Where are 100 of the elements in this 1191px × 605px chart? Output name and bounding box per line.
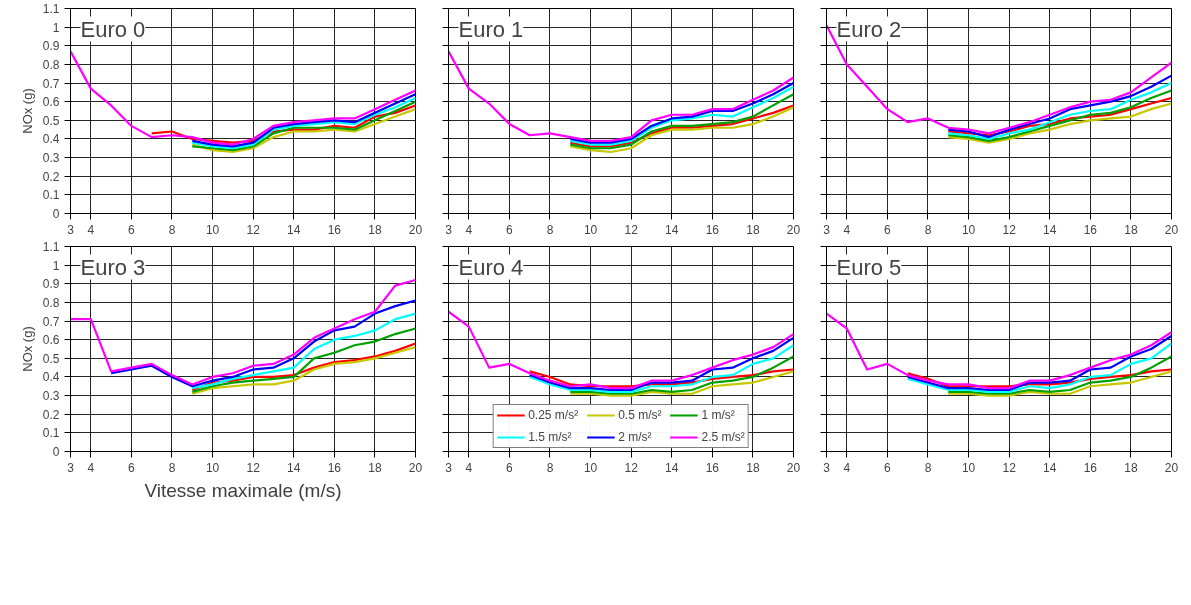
line-series (109, 299, 416, 388)
x-tick-label: 8 (546, 460, 554, 475)
legend-label: 2 m/s² (618, 430, 652, 444)
y-tick-label: 0.5 (42, 351, 60, 366)
y-tick-label: 0 (52, 207, 60, 221)
x-tick-label: 20 (786, 222, 801, 237)
x-tick-label: 18 (746, 460, 760, 475)
x-tick-label: 16 (1083, 460, 1098, 475)
x-tick-label: 12 (624, 460, 639, 475)
x-tick-label: 14 (1043, 222, 1057, 237)
y-tick-label: 0.6 (42, 333, 60, 348)
y-tick-label: 0.8 (42, 295, 60, 310)
x-tick-label: 14 (287, 460, 301, 475)
y-tick-label: 0.1 (42, 188, 60, 203)
y-tick-label: 0.9 (42, 39, 60, 54)
x-tick-label: 8 (546, 222, 554, 237)
x-tick-label: 3 (67, 460, 75, 475)
y-tick-label: 0.1 (42, 426, 60, 441)
x-tick-label: 6 (506, 222, 514, 237)
x-tick-label: 14 (665, 222, 679, 237)
legend-label: 1 m/s² (701, 408, 735, 422)
legend-label: 0.5 m/s² (618, 408, 662, 422)
chart-title: Euro 3 (80, 254, 146, 280)
chart-title: Euro 4 (458, 254, 524, 280)
x-tick-label: 10 (583, 460, 598, 475)
x-tick-label: 6 (506, 460, 514, 475)
x-tick-label: 3 (445, 222, 453, 237)
line-series (191, 312, 416, 390)
x-tick-label: 18 (1124, 222, 1138, 237)
chart-title: Euro 0 (80, 16, 146, 42)
legend-label: 1.5 m/s² (528, 430, 572, 444)
x-tick-label: 6 (128, 222, 136, 237)
x-tick-label: 12 (246, 222, 261, 237)
x-tick-label: 16 (1083, 222, 1098, 237)
chart-title: Euro 2 (836, 16, 902, 42)
y-tick-label: 0.7 (42, 314, 60, 329)
y-tick-label: 1 (52, 20, 60, 35)
y-tick-label: 0.2 (42, 169, 60, 184)
x-tick-label: 10 (961, 460, 976, 475)
legend-label: 2.5 m/s² (701, 430, 745, 444)
x-tick-label: 8 (924, 222, 932, 237)
x-tick-label: 12 (1002, 460, 1017, 475)
x-tick-label: 4 (87, 460, 95, 475)
x-tick-label: 14 (665, 460, 679, 475)
x-tick-label: 12 (1002, 222, 1017, 237)
y-tick-label: 0.4 (42, 370, 60, 385)
line-series (191, 108, 416, 154)
y-tick-label: 0.5 (42, 113, 60, 128)
x-tick-label: 3 (67, 222, 75, 237)
x-tick-label: 6 (128, 460, 136, 475)
x-tick-label: 20 (408, 460, 423, 475)
x-tick-label: 3 (823, 222, 831, 237)
y-tick-label: 0.2 (42, 407, 60, 422)
x-tick-label: 3 (445, 460, 453, 475)
x-tick-label: 3 (823, 460, 831, 475)
x-tick-label: 20 (786, 460, 801, 475)
x-tick-label: 4 (87, 222, 95, 237)
y-axis-title: NOx (g) (19, 88, 35, 134)
x-tick-label: 20 (1164, 222, 1179, 237)
line-series (70, 50, 416, 146)
x-tick-label: 16 (327, 460, 342, 475)
line-series (70, 278, 416, 386)
x-tick-label: 6 (884, 460, 892, 475)
x-tick-label: 4 (465, 222, 473, 237)
y-tick-label: 1.1 (42, 240, 60, 254)
x-tick-label: 8 (924, 460, 932, 475)
legend-label: 0.25 m/s² (528, 408, 579, 422)
line-series (150, 104, 416, 144)
x-tick-label: 20 (1164, 460, 1179, 475)
x-tick-label: 6 (884, 222, 892, 237)
x-tick-label: 12 (624, 222, 639, 237)
x-tick-label: 18 (1124, 460, 1138, 475)
y-tick-label: 0.9 (42, 277, 60, 292)
y-tick-label: 0.8 (42, 57, 60, 72)
y-tick-label: 1.1 (42, 2, 60, 16)
x-tick-label: 16 (705, 460, 720, 475)
x-tick-label: 16 (327, 222, 342, 237)
x-tick-label: 18 (368, 460, 382, 475)
line-series (191, 327, 416, 393)
y-tick-label: 1 (52, 258, 60, 273)
y-tick-label: 0.4 (42, 132, 60, 147)
x-tick-label: 4 (465, 460, 473, 475)
x-tick-label: 16 (705, 222, 720, 237)
x-tick-label: 4 (843, 460, 851, 475)
x-axis-title: Vitesse maximale (m/s) (144, 479, 342, 501)
x-tick-label: 8 (168, 222, 176, 237)
y-axis-title: NOx (g) (19, 326, 35, 372)
x-tick-label: 10 (205, 222, 220, 237)
x-tick-label: 18 (746, 222, 760, 237)
x-tick-label: 12 (246, 460, 261, 475)
y-tick-label: 0.6 (42, 95, 60, 110)
chart-title: Euro 1 (458, 16, 524, 42)
x-tick-label: 8 (168, 460, 176, 475)
x-tick-label: 10 (205, 460, 220, 475)
x-tick-label: 4 (843, 222, 851, 237)
y-tick-label: 0.3 (42, 151, 60, 166)
x-tick-label: 18 (368, 222, 382, 237)
x-tick-label: 14 (287, 222, 301, 237)
y-tick-label: 0.3 (42, 389, 60, 404)
y-tick-label: 0.7 (42, 76, 60, 91)
